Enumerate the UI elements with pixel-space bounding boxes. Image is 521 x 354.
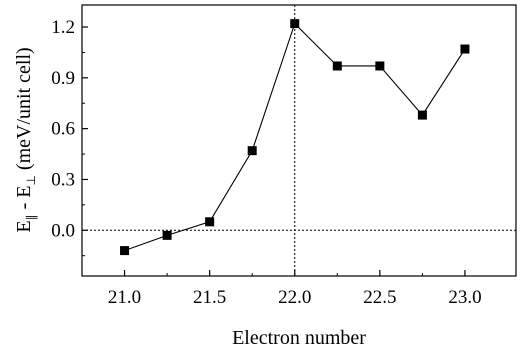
x-tick-label: 22.0	[278, 287, 311, 308]
x-tick-label: 22.5	[363, 287, 396, 308]
y-axis-title-tail: (meV/unit cell)	[13, 47, 35, 175]
y-axis-title-mid: - E	[13, 186, 35, 215]
y-tick-label: 0.6	[51, 119, 75, 140]
data-point-marker	[247, 146, 257, 156]
y-tick-label: 0.0	[51, 220, 75, 241]
y-tick-labels: 0.0 0.3 0.6 0.9 1.2	[51, 17, 75, 241]
y-tick-label: 0.9	[51, 68, 75, 89]
x-axis-title: Electron number	[232, 327, 366, 349]
axis-ticks	[82, 26, 466, 276]
x-tick-label: 23.0	[448, 287, 481, 308]
x-tick-label: 21.5	[193, 287, 226, 308]
plot-frame	[81, 4, 517, 277]
data-point-marker	[205, 217, 215, 227]
plot-area	[81, 4, 517, 277]
data-point-marker	[162, 230, 172, 240]
data-point-marker	[375, 61, 385, 71]
y-axis-title: E∥ - E⊥ (meV/unit cell)	[13, 47, 38, 232]
data-point-marker	[290, 19, 300, 29]
data-point-marker	[417, 110, 427, 120]
y-axis-title-sub2: ⊥	[24, 175, 38, 185]
data-point-marker	[460, 44, 470, 54]
data-point-marker	[332, 61, 342, 71]
x-tick-label: 21.0	[108, 287, 141, 308]
reference-lines	[82, 5, 516, 276]
data-series	[120, 19, 470, 256]
y-tick-label: 1.2	[51, 17, 75, 38]
y-tick-label: 0.3	[51, 169, 75, 190]
y-axis-title-e1: E	[13, 220, 35, 232]
y-axis-title-sub1: ∥	[24, 214, 38, 220]
x-tick-labels: 21.0 21.5 22.0 22.5 23.0	[108, 287, 482, 308]
data-point-marker	[120, 246, 130, 256]
